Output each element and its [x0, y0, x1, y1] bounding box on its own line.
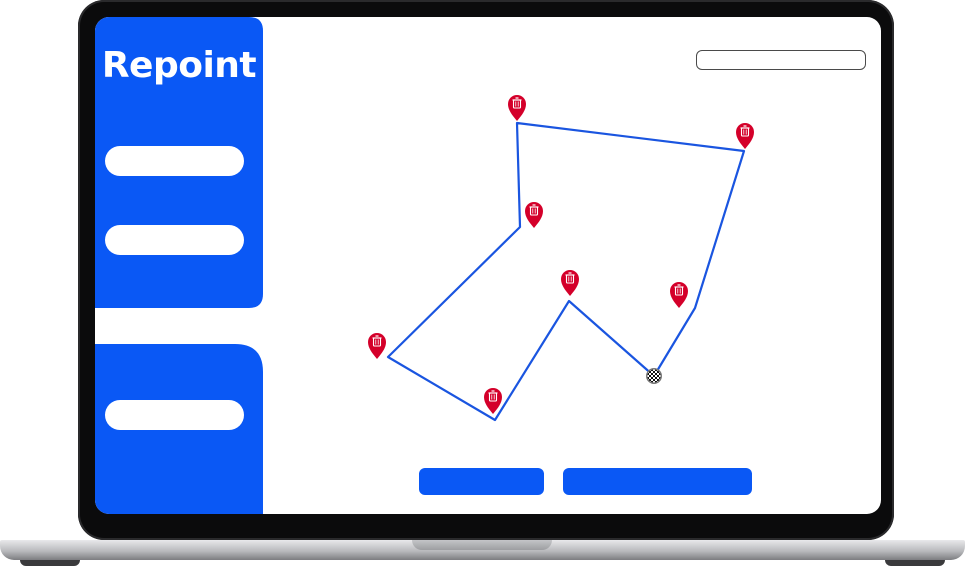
action-button-2[interactable]: [563, 468, 752, 495]
sidebar-item-3-active[interactable]: [109, 313, 263, 343]
brand-logo: Repoint: [101, 45, 257, 86]
trash-bin-icon[interactable]: [560, 269, 580, 297]
checkered-flag-icon[interactable]: [646, 368, 662, 384]
laptop-foot-right: [885, 560, 945, 566]
trash-bin-icon[interactable]: [669, 281, 689, 309]
sidebar-item-4[interactable]: [105, 400, 244, 430]
route-map: [367, 94, 755, 422]
search-input[interactable]: [696, 50, 866, 70]
laptop-hinge-notch: [412, 540, 552, 550]
route-line: [386, 121, 746, 422]
trash-bin-icon[interactable]: [507, 94, 527, 122]
laptop-foot-left: [20, 560, 80, 566]
trash-bin-icon[interactable]: [735, 122, 755, 150]
sidebar-item-2[interactable]: [105, 225, 244, 255]
trash-bin-icon[interactable]: [367, 332, 387, 360]
laptop-base: [0, 540, 965, 560]
trash-bin-icon[interactable]: [483, 387, 503, 415]
action-button-1[interactable]: [419, 468, 544, 495]
trash-bin-icon[interactable]: [524, 201, 544, 229]
sidebar: Repoint: [95, 17, 263, 514]
app-screen: Repoint: [95, 17, 881, 514]
sidebar-item-1[interactable]: [105, 146, 244, 176]
